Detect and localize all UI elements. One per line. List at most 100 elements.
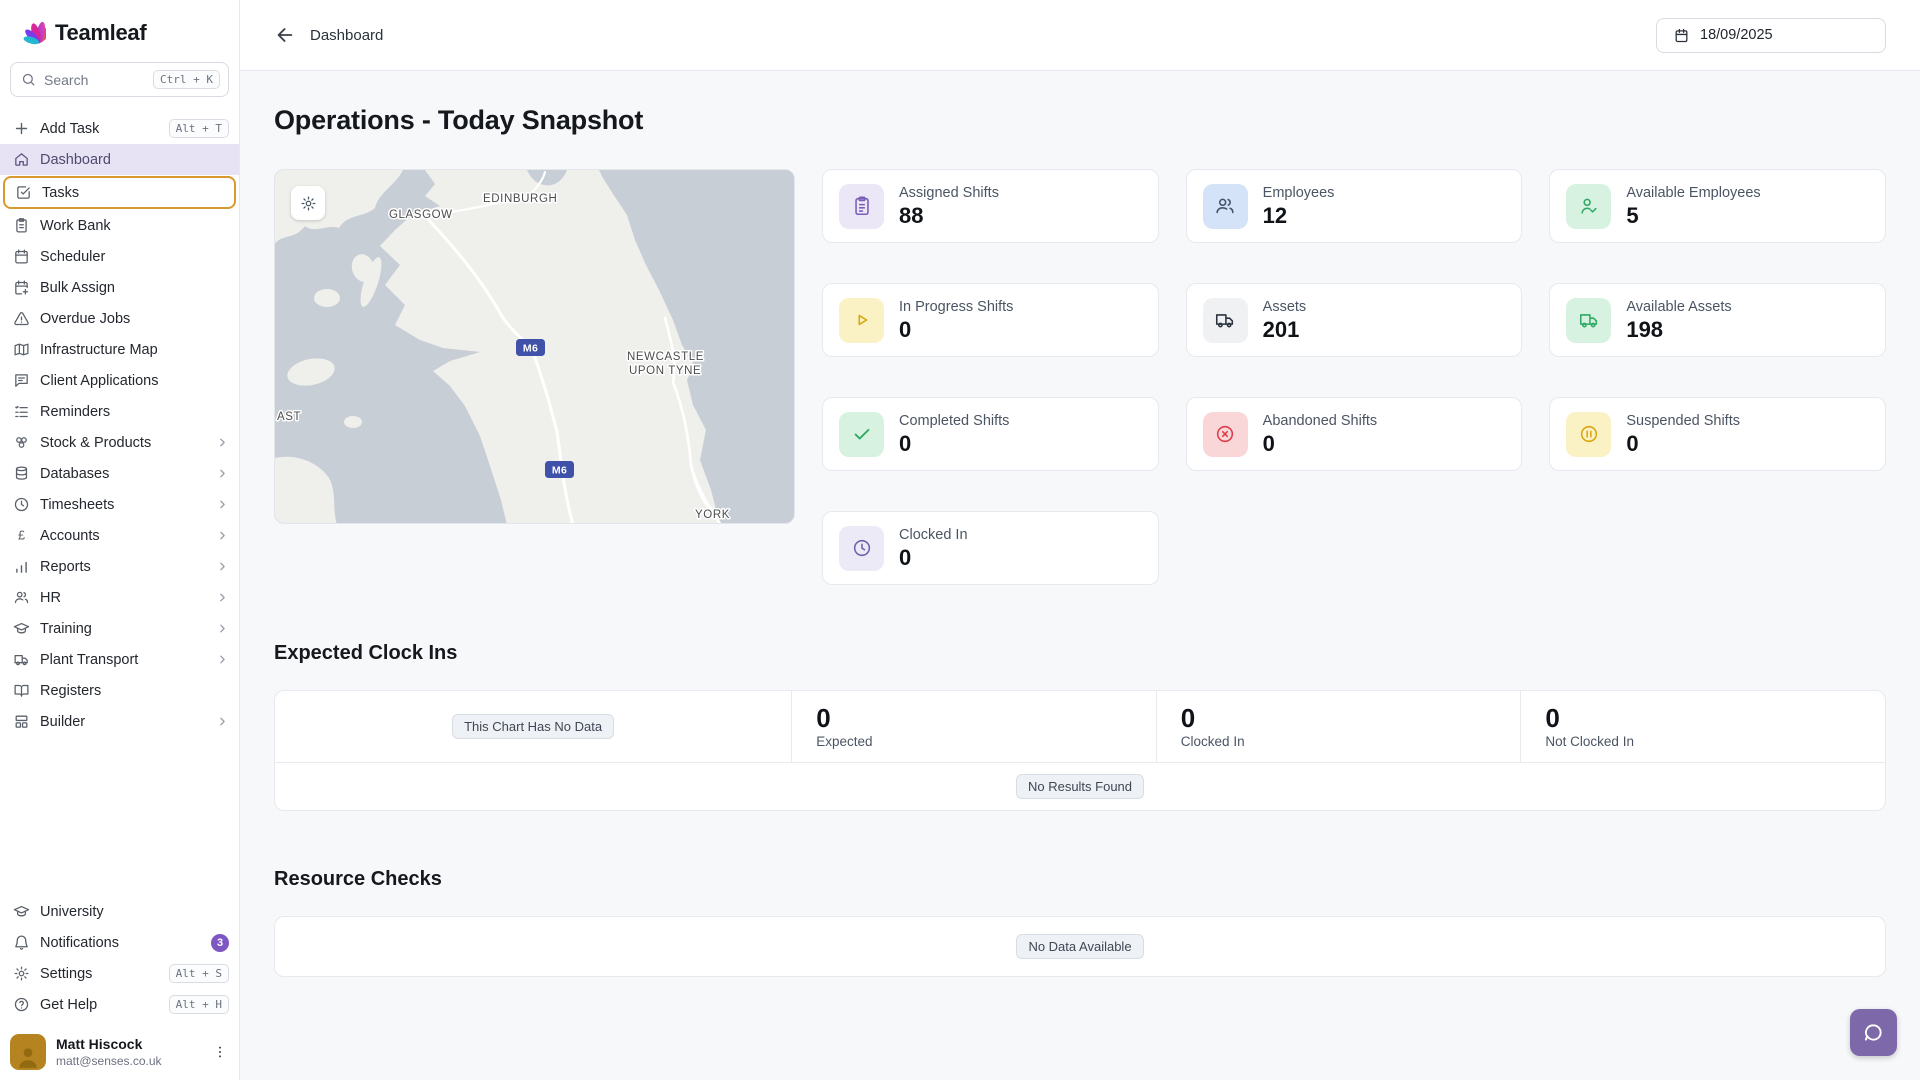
- sidebar-item-databases[interactable]: Databases: [0, 458, 239, 489]
- sidebar-item-label: Timesheets: [40, 496, 115, 513]
- road-badge-m6: M6: [516, 339, 545, 356]
- stat-label: Completed Shifts: [899, 412, 1010, 429]
- alert-triangle-icon: [14, 311, 29, 326]
- stat-card-assigned-shifts[interactable]: Assigned Shifts 88: [822, 169, 1159, 243]
- sidebar-item-notifications[interactable]: Notifications 3: [0, 927, 239, 958]
- stat-card-assets[interactable]: Assets 201: [1185, 283, 1523, 357]
- circle-pause-icon: [1566, 411, 1612, 457]
- stat-label: Available Employees: [1626, 184, 1761, 201]
- app-logo: Teamleaf: [0, 14, 239, 62]
- sidebar-item-label: Training: [40, 620, 92, 637]
- stat-label: Assigned Shifts: [899, 184, 999, 201]
- gear-icon: [300, 195, 316, 211]
- sidebar-item-label: Tasks: [42, 184, 80, 201]
- user-name: Matt Hiscock: [56, 1036, 143, 1053]
- map-graphic: M6 M6 GLASGOW EDINBURGH NEWCASTLE UPON T…: [275, 170, 794, 523]
- stat-card-in-progress-shifts[interactable]: In Progress Shifts 0: [822, 283, 1159, 357]
- stat-card-completed-shifts[interactable]: Completed Shifts 0: [822, 397, 1159, 471]
- sidebar-item-label: Accounts: [40, 527, 100, 544]
- stat-value: 198: [1626, 316, 1664, 342]
- sidebar-item-work-bank[interactable]: Work Bank: [0, 210, 239, 241]
- date-picker-button[interactable]: 18/09/2025: [1656, 17, 1886, 53]
- sidebar-item-overdue-jobs[interactable]: Overdue Jobs: [0, 303, 239, 334]
- message-lines-icon: [15, 374, 28, 387]
- search-icon: [22, 73, 35, 86]
- chevron-right-icon: [220, 655, 225, 664]
- clock-ins-stat-clocked-in: 0 Clocked In: [1155, 691, 1521, 762]
- user-profile[interactable]: Matt Hiscock matt@senses.co.uk: [10, 1030, 229, 1070]
- sidebar-item-label: Bulk Assign: [40, 279, 115, 296]
- stat-card-suspended-shifts[interactable]: Suspended Shifts 0: [1549, 397, 1886, 471]
- stat-label: Suspended Shifts: [1626, 412, 1740, 429]
- sidebar-item-scheduler[interactable]: Scheduler: [0, 241, 239, 272]
- sidebar-item-plant-transport[interactable]: Plant Transport: [0, 644, 239, 675]
- sidebar-item-label: HR: [40, 589, 61, 606]
- sidebar-item-training[interactable]: Training: [0, 613, 239, 644]
- sidebar-item-dashboard[interactable]: Dashboard: [0, 144, 239, 175]
- graduation-cap-icon: [13, 905, 30, 917]
- sidebar-item-reports[interactable]: Reports: [0, 551, 239, 582]
- map-settings-button[interactable]: [291, 186, 325, 220]
- sidebar-item-get-help[interactable]: Get Help Alt + H: [0, 989, 239, 1020]
- sidebar-item-client-applications[interactable]: Client Applications: [0, 365, 239, 396]
- operations-map[interactable]: M6 M6 GLASGOW EDINBURGH NEWCASTLE UPON T…: [274, 169, 795, 524]
- dots-vertical-icon: [219, 1046, 221, 1058]
- truck-icon: [14, 654, 28, 666]
- sidebar-item-infrastructure-map[interactable]: Infrastructure Map: [0, 334, 239, 365]
- sidebar-item-label: University: [40, 903, 104, 920]
- sidebar-item-label: Reports: [40, 558, 91, 575]
- stat-card-abandoned-shifts[interactable]: Abandoned Shifts 0: [1185, 397, 1523, 471]
- svg-text:M6: M6: [523, 343, 538, 355]
- get-help-shortcut: Alt + H: [168, 995, 229, 1014]
- sidebar-item-label: Work Bank: [40, 217, 111, 234]
- sidebar-item-builder[interactable]: Builder: [0, 706, 239, 737]
- sidebar-item-add-task[interactable]: Add Task Alt + T: [0, 113, 239, 144]
- stat-card-employees[interactable]: Employees 12: [1185, 169, 1523, 243]
- sidebar-item-tasks[interactable]: Tasks: [3, 176, 236, 209]
- sidebar-item-label: Dashboard: [40, 151, 111, 168]
- arrow-left-icon: [277, 28, 293, 42]
- search-input[interactable]: [44, 71, 146, 88]
- sidebar-item-label: Stock & Products: [40, 434, 152, 451]
- dashboard-row: M6 M6 GLASGOW EDINBURGH NEWCASTLE UPON T…: [274, 169, 1886, 585]
- stat-card-available-employees[interactable]: Available Employees 5: [1549, 169, 1886, 243]
- chevron-right-icon: [220, 562, 225, 571]
- check-icon: [839, 411, 884, 457]
- sidebar-item-registers[interactable]: Registers: [0, 675, 239, 706]
- users-icon: [1202, 183, 1248, 229]
- clock-ins-chart-area: This Chart Has No Data: [275, 691, 791, 762]
- sidebar-item-stock-products[interactable]: Stock & Products: [0, 427, 239, 458]
- sidebar-item-bulk-assign[interactable]: Bulk Assign: [0, 272, 239, 303]
- clock-icon: [839, 525, 884, 571]
- chevron-right-icon: [220, 717, 225, 726]
- chat-button[interactable]: [1850, 1009, 1897, 1056]
- stat-label: Clocked In: [899, 526, 968, 543]
- stat-label: Not Clocked In: [1545, 734, 1634, 750]
- back-button[interactable]: [274, 24, 296, 46]
- topbar: Dashboard 18/09/2025: [240, 0, 1920, 71]
- stat-value: 0: [899, 544, 912, 570]
- sidebar-item-timesheets[interactable]: Timesheets: [0, 489, 239, 520]
- stat-value: 88: [899, 202, 924, 228]
- sidebar-item-label: Settings: [40, 965, 93, 982]
- search-box[interactable]: Ctrl + K: [10, 62, 229, 97]
- main-content: Operations - Today Snapshot: [240, 71, 1920, 1080]
- stat-card-clocked-in[interactable]: Clocked In 0: [822, 511, 1159, 585]
- sidebar-item-university[interactable]: University: [0, 896, 239, 927]
- stat-card-available-assets[interactable]: Available Assets 198: [1549, 283, 1886, 357]
- gear-icon: [14, 966, 29, 981]
- sidebar-item-accounts[interactable]: £ Accounts: [0, 520, 239, 551]
- circle-x-icon: [1202, 411, 1248, 457]
- sidebar-item-hr[interactable]: HR: [0, 582, 239, 613]
- user-check-icon: [1566, 183, 1612, 229]
- sidebar-item-settings[interactable]: Settings Alt + S: [0, 958, 239, 989]
- layout-blocks-icon: [15, 715, 28, 728]
- stat-value: 201: [1262, 316, 1300, 342]
- chevron-right-icon: [220, 438, 225, 447]
- sidebar-item-label: Builder: [40, 713, 86, 730]
- breadcrumb[interactable]: Dashboard: [310, 26, 384, 44]
- stat-label: Abandoned Shifts: [1262, 412, 1378, 429]
- sidebar-item-reminders[interactable]: Reminders: [0, 396, 239, 427]
- stat-label: In Progress Shifts: [899, 298, 1014, 315]
- user-menu-button[interactable]: [211, 1041, 229, 1063]
